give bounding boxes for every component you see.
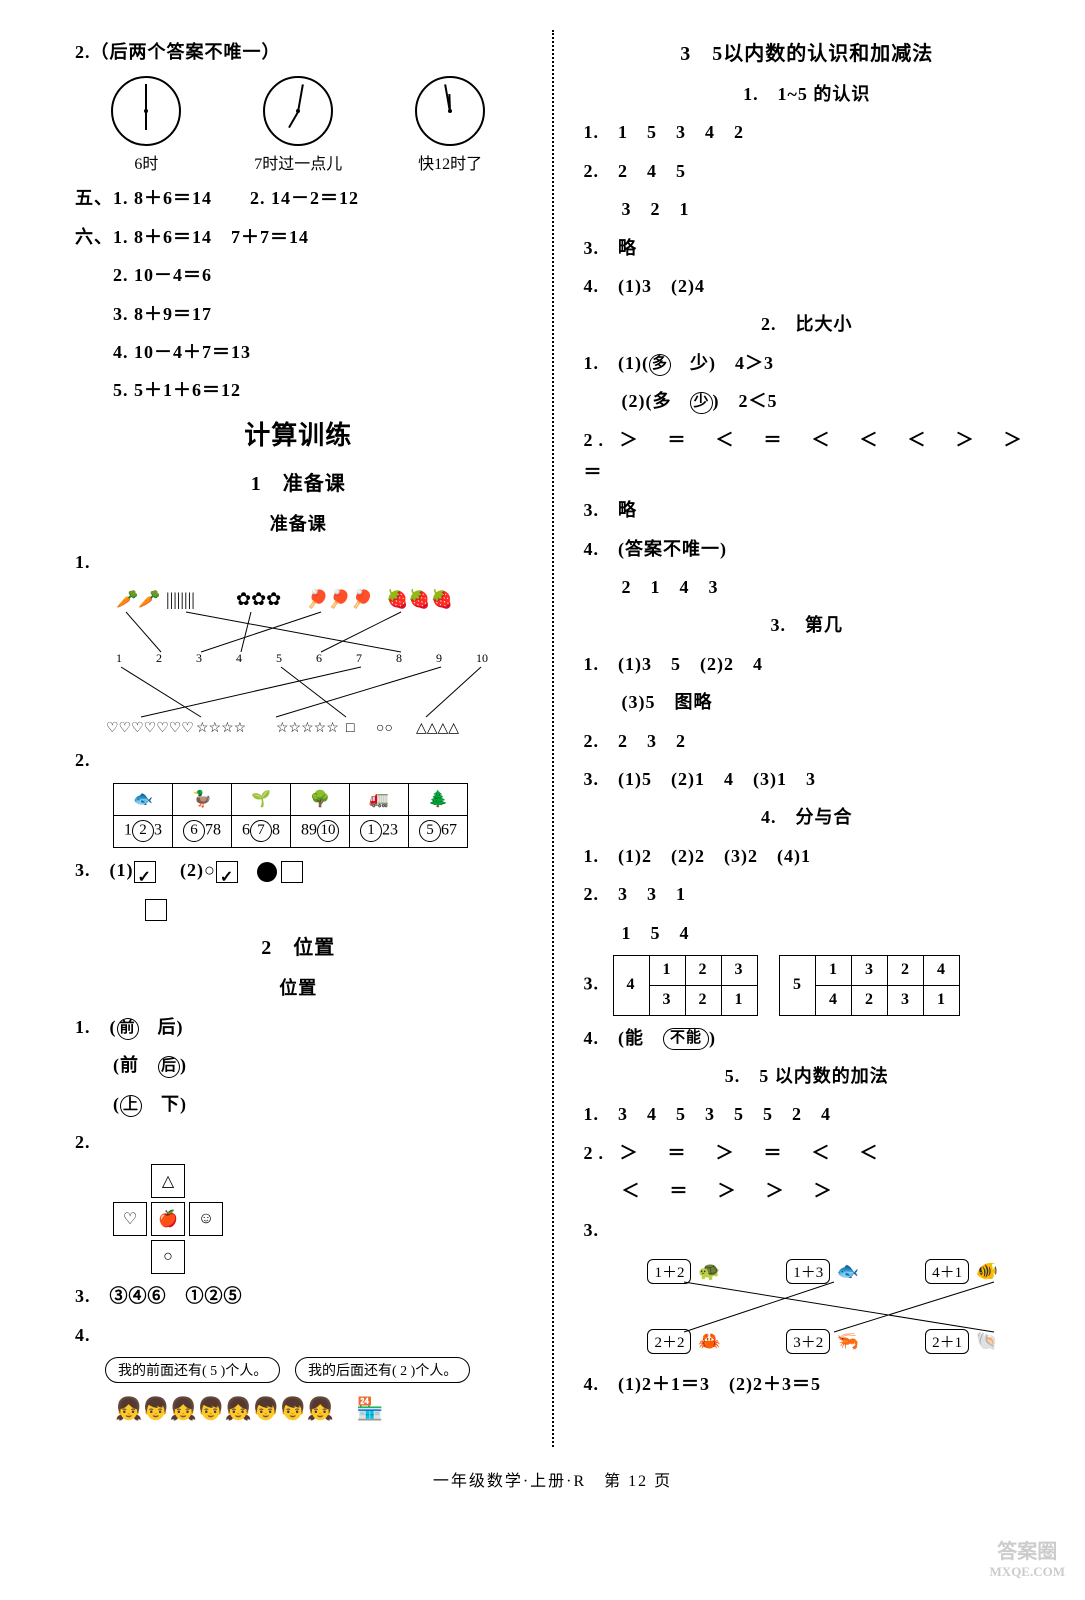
s1-1: 1. 1 5 3 4 2 xyxy=(584,116,1031,148)
clock-2: 7时过一点儿 xyxy=(254,76,342,174)
s4-1: 1. (1)2 (2)2 (3)2 (4)1 xyxy=(584,840,1031,872)
s2-1a: 1. (1)(多 少) 4＞3 xyxy=(584,347,1031,379)
s5-2: 2. ＞ ＝ ＞ ＝ ＜ ＜ xyxy=(584,1137,1031,1169)
s1-4: 4. (1)3 (2)4 xyxy=(584,270,1031,302)
six-5: 5. 5＋1＋6＝12 xyxy=(75,374,522,406)
q3: 3. (1) (2)○ xyxy=(75,854,522,886)
s1-2: 2. 2 4 5 xyxy=(584,155,1031,187)
s2-2: 2. ＞ ＝ ＜ ＝ ＜ ＜ ＜ ＞ ＞ ＝ xyxy=(584,424,1031,489)
column-divider xyxy=(552,30,554,1447)
s3-1: 1. (1)3 5 (2)2 4 xyxy=(584,648,1031,680)
connect-diagram: 1＋2 🐢1＋3 🐟4＋1 🐠 2＋2 🦀3＋2 🦐2＋1 🐚 xyxy=(614,1252,1031,1362)
svg-text:10: 10 xyxy=(476,651,488,665)
pos-3: 3. ③④⑥ ①②⑤ xyxy=(75,1280,522,1312)
pos-2: 2. xyxy=(75,1126,522,1158)
s1-title: 1. 1~5 的认识 xyxy=(584,78,1031,110)
pos-1a: 1. (前 后) xyxy=(75,1011,522,1043)
svg-text:2: 2 xyxy=(156,651,162,665)
s2-1b: (2)(多 少) 2＜5 xyxy=(584,385,1031,417)
cross-diagram: △ ♡ 🍎 ☺ ○ xyxy=(113,1164,223,1274)
s2-4b: 2 1 4 3 xyxy=(584,571,1031,603)
svg-text:✿✿✿: ✿✿✿ xyxy=(236,589,281,609)
clock-3-label: 快12时了 xyxy=(415,150,485,174)
s4-4: 4. (能 不能) xyxy=(584,1022,1031,1054)
pos-sub: 位置 xyxy=(75,972,522,1004)
clock-1: 6时 xyxy=(111,76,181,174)
s4-3: 3. 4123321 513244231 xyxy=(584,955,1031,1016)
six-2: 2. 10－4＝6 xyxy=(75,259,522,291)
s5-2b: ＜ ＝ ＞ ＞ ＞ xyxy=(584,1175,1031,1207)
clock-1-label: 6时 xyxy=(111,150,181,174)
q2-note: 2.（后两个答案不唯一） xyxy=(75,36,522,68)
calc-title: 计算训练 xyxy=(75,413,522,460)
svg-text:8: 8 xyxy=(396,651,402,665)
tbl-a: 4123321 xyxy=(613,955,758,1016)
pos-1c: (上 下) xyxy=(75,1088,522,1120)
svg-text:1: 1 xyxy=(116,651,122,665)
q1-label: 1. xyxy=(75,546,522,578)
q2-table: 🐟🦆🌱🌳🚛🌲 1236786788910123567 xyxy=(113,783,468,848)
svg-text:4: 4 xyxy=(236,651,242,665)
s5-title: 5. 5 以内数的加法 xyxy=(584,1060,1031,1092)
five-1: 五、1. 8＋6＝14 xyxy=(75,188,212,208)
six-3: 3. 8＋9＝17 xyxy=(75,298,522,330)
s2-title: 2. 比大小 xyxy=(584,308,1031,340)
queue-image: 我的前面还有( 5 )个人。 我的后面还有( 2 )个人。 👧👦👧👦👧👦👦👧 🏪 xyxy=(105,1357,522,1447)
s4-2: 2. 3 3 1 xyxy=(584,878,1031,910)
watermark: 答案圈MXQE.COM xyxy=(990,1540,1065,1580)
svg-text:7: 7 xyxy=(356,651,362,665)
svg-text:♡♡♡♡♡♡♡: ♡♡♡♡♡♡♡ xyxy=(106,721,194,736)
five-2: 2. 14－2＝12 xyxy=(250,188,359,208)
s3-title: 3. 第几 xyxy=(584,609,1031,641)
svg-text:🍓🍓🍓: 🍓🍓🍓 xyxy=(386,588,453,609)
tbl-b: 513244231 xyxy=(779,955,960,1016)
svg-text:☆☆☆☆☆: ☆☆☆☆☆ xyxy=(276,721,339,736)
svg-text:☆☆☆☆: ☆☆☆☆ xyxy=(196,721,246,736)
q2-label: 2. xyxy=(75,744,522,776)
svg-text:□: □ xyxy=(346,721,355,736)
six-4: 4. 10－4＋7＝13 xyxy=(75,336,522,368)
pos-title: 2 位置 xyxy=(75,930,522,966)
match-diagram: 🥕🥕|||||||| ✿✿✿ 🏓🏓🏓 🍓🍓🍓 1 2 3 4 5 6 7 8 9 10 ♡♡♡♡♡♡♡… xyxy=(95,586,522,736)
s5-3: 3. xyxy=(584,1214,1031,1246)
s3-3: 3. (1)5 (2)1 4 (3)1 3 xyxy=(584,763,1031,795)
s5-4: 4. (1)2＋1＝3 (2)2＋3＝5 xyxy=(584,1368,1031,1400)
clock-2-label: 7时过一点儿 xyxy=(254,150,342,174)
s1-3: 3. 略 xyxy=(584,232,1031,264)
svg-text:🏓🏓🏓: 🏓🏓🏓 xyxy=(306,587,373,609)
s2-3: 3. 略 xyxy=(584,494,1031,526)
pos-1b: (前 后) xyxy=(75,1049,522,1081)
pos-4: 4. xyxy=(75,1319,522,1351)
clock-3: 快12时了 xyxy=(415,76,485,174)
clock-row: 6时 7时过一点儿 快12时了 xyxy=(75,76,522,174)
prep-title: 1 准备课 xyxy=(75,466,522,502)
svg-text:○○: ○○ xyxy=(376,721,393,736)
svg-text:||||||||: |||||||| xyxy=(166,589,195,609)
svg-text:△△△△: △△△△ xyxy=(416,721,459,736)
svg-text:6: 6 xyxy=(316,651,322,665)
s2-4: 4. (答案不唯一) xyxy=(584,533,1031,565)
s3-2: 2. 2 3 2 xyxy=(584,725,1031,757)
s4-title: 4. 分与合 xyxy=(584,801,1031,833)
s4-2b: 1 5 4 xyxy=(584,917,1031,949)
svg-text:5: 5 xyxy=(276,651,282,665)
s3-1b: (3)5 图略 xyxy=(584,686,1031,718)
r-title: 3 5以内数的认识和加减法 xyxy=(584,36,1031,72)
svg-text:🥕🥕: 🥕🥕 xyxy=(116,589,161,609)
svg-text:3: 3 xyxy=(196,651,202,665)
svg-text:9: 9 xyxy=(436,651,442,665)
s5-1: 1. 3 4 5 3 5 5 2 4 xyxy=(584,1098,1031,1130)
s1-2b: 3 2 1 xyxy=(584,193,1031,225)
prep-sub: 准备课 xyxy=(75,508,522,540)
empty-square xyxy=(145,899,167,921)
six-1: 六、1. 8＋6＝14 7＋7＝14 xyxy=(75,221,522,253)
page-footer: 一年级数学·上册·R 第 12 页 xyxy=(60,1467,1045,1491)
